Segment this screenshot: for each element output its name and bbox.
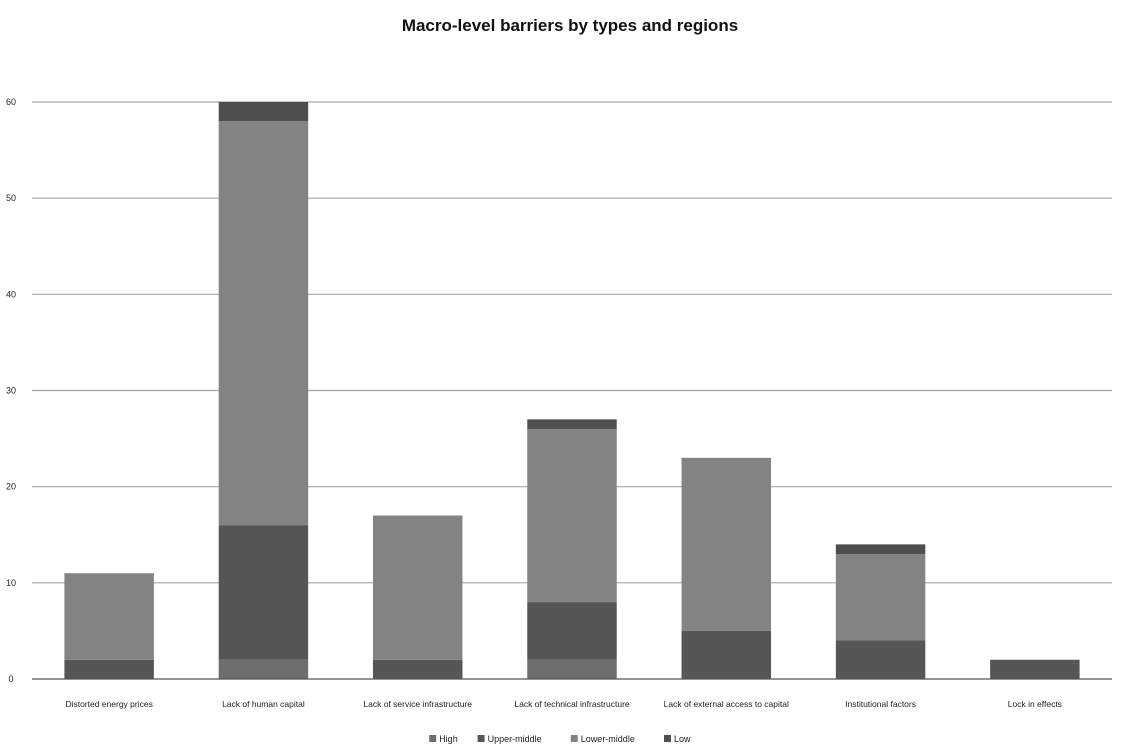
y-tick-label: 10 — [6, 578, 16, 588]
x-category-label: Lack of technical infrastructure — [514, 699, 630, 709]
bar-segment-lower-middle — [527, 428, 617, 603]
bar-segment-upper-middle — [990, 659, 1080, 679]
bar-segment-high — [218, 659, 309, 679]
bar-segment-upper-middle — [835, 640, 926, 679]
y-tick-label: 0 — [8, 674, 13, 684]
y-tick-label: 20 — [6, 482, 16, 492]
bar-segment-low — [527, 419, 617, 429]
bar-segment-lower-middle — [64, 573, 154, 660]
y-axis-tick-labels: 0 10 20 30 40 50 60 — [6, 97, 16, 684]
bar-segment-upper-middle — [64, 659, 154, 679]
bar-segment-upper-middle — [218, 525, 309, 660]
bar-segment-upper-middle — [527, 602, 617, 660]
y-tick-label: 40 — [6, 289, 16, 299]
bar-segment-lower-middle — [835, 553, 926, 641]
bar-segment-low — [218, 102, 309, 122]
bar-segment-high — [527, 659, 617, 679]
x-axis-category-labels: Distorted energy prices Lack of human cap… — [65, 699, 1062, 709]
x-category-label: Lock in effects — [1008, 699, 1062, 709]
x-category-label: Lack of external access to capital — [664, 699, 789, 709]
x-category-label: Lack of service infrastructure — [363, 699, 472, 709]
legend-swatch — [477, 735, 485, 742]
x-category-label: Lack of human capital — [222, 699, 305, 709]
bar-segment-upper-middle — [372, 659, 463, 679]
x-category-label: Distorted energy prices — [65, 699, 152, 709]
legend-swatch — [429, 735, 437, 742]
legend-swatch — [664, 735, 671, 742]
bar-segment-lower-middle — [218, 121, 309, 526]
legend: High Upper-middle Lower-middle Low — [429, 734, 691, 744]
y-tick-label: 30 — [6, 386, 16, 396]
bars — [64, 102, 1080, 679]
legend-label: High — [439, 734, 458, 744]
bar-segment-lower-middle — [372, 515, 463, 660]
bar-segment-upper-middle — [681, 630, 772, 679]
chart-title: Macro-level barriers by types and region… — [402, 16, 738, 35]
x-category-label: Institutional factors — [845, 699, 916, 709]
legend-label: Upper-middle — [488, 734, 542, 744]
legend-label: Low — [674, 734, 691, 744]
y-tick-label: 60 — [6, 97, 16, 107]
y-tick-label: 50 — [6, 193, 16, 203]
legend-label: Lower-middle — [581, 734, 635, 744]
legend-swatch — [570, 735, 578, 742]
bar-segment-low — [835, 544, 926, 554]
bar-segment-lower-middle — [681, 457, 772, 631]
